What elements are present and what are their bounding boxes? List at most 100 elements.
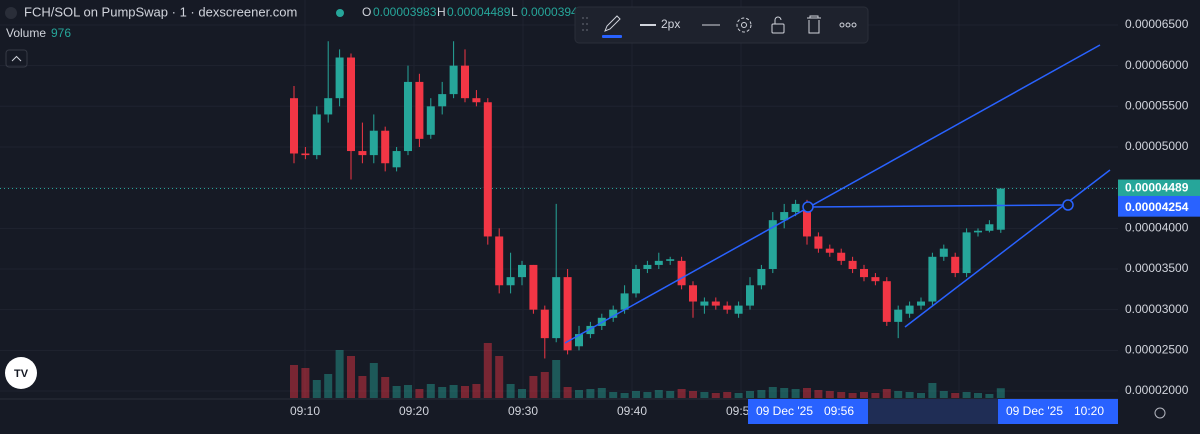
more-icon[interactable] [839, 22, 857, 28]
volume-bar [392, 386, 401, 398]
candle-body [632, 268, 640, 294]
candle-body [711, 301, 720, 306]
delete-icon[interactable] [807, 15, 821, 34]
candle-body [746, 285, 754, 306]
volume-bar [358, 376, 367, 398]
candle-body [552, 277, 561, 339]
candle-body [882, 281, 891, 322]
volume-bar [472, 384, 481, 398]
trend-line[interactable] [807, 204, 1069, 208]
y-tick-label: 0.00005000 [1125, 139, 1189, 153]
candle-body [415, 81, 424, 139]
grid [0, 0, 1118, 398]
volume-bar [643, 392, 652, 398]
drawing-toolbar: 2px [574, 6, 869, 44]
candle-body [324, 98, 333, 115]
candle-body [358, 151, 367, 156]
anchor-point[interactable] [802, 201, 814, 213]
volume-bar [301, 368, 310, 398]
candle-body [518, 264, 526, 278]
x-tick-label: 09:20 [399, 404, 429, 418]
crosshair-date: 09 Dec '25 [1006, 404, 1063, 418]
volume-bar [654, 390, 663, 398]
volume-bar [324, 374, 333, 398]
y-tick-label: 0.00003500 [1125, 261, 1189, 275]
candle-body [974, 230, 982, 233]
collapse-button[interactable] [5, 49, 28, 68]
volume-bar [837, 392, 846, 398]
volume-bar [757, 390, 766, 398]
candle-body [290, 98, 298, 154]
volume-bar [825, 391, 834, 398]
candle-body [575, 334, 583, 347]
pencil-icon[interactable] [604, 15, 621, 32]
line-width[interactable]: 2px [661, 17, 680, 31]
volume-bar [483, 343, 492, 398]
volume-bar [848, 393, 857, 398]
settings-icon[interactable] [736, 17, 752, 33]
volume-bar [381, 377, 390, 398]
candle-body [803, 203, 811, 237]
price-tag-label: 0.00004254 [1125, 200, 1189, 214]
crosshair-time: 10:20 [1074, 404, 1104, 418]
candle-body [677, 260, 686, 286]
lock-icon[interactable] [771, 23, 785, 34]
volume-bar [597, 388, 606, 398]
tv-logo[interactable] [5, 357, 37, 389]
volume-bar [700, 392, 709, 398]
volume-bar [768, 387, 777, 398]
candle-body [723, 305, 732, 310]
axis-bg [1118, 0, 1200, 434]
y-tick-label: 0.00006500 [1125, 17, 1189, 31]
candle-body [449, 65, 458, 95]
trend-line[interactable] [564, 44, 1101, 344]
volume-bar [905, 392, 914, 398]
volume-bar [951, 393, 960, 398]
volume-bar [939, 391, 948, 398]
volume-bar [312, 380, 321, 398]
crosshair-time: 09:56 [824, 404, 854, 418]
volume-bar [369, 363, 378, 398]
volume-bar [506, 384, 515, 398]
crosshair-tag [748, 399, 868, 424]
volume-bar [814, 390, 823, 398]
volume-bar [449, 385, 458, 398]
candle-body [917, 301, 925, 306]
volume-bar [996, 388, 1005, 398]
volume-bar [575, 390, 583, 398]
candle-body [347, 57, 355, 152]
candle-body [620, 293, 629, 310]
candle-body [426, 106, 435, 135]
legend-value: 0.00003944 [521, 5, 585, 19]
volume-bar [495, 356, 504, 398]
price-axis: 0.00006500 0.00006000 0.00005500 0.00005000… [1118, 0, 1200, 434]
volume-bar [677, 389, 686, 398]
candle-body [404, 81, 412, 152]
volume-bar [609, 392, 618, 398]
volume-bar [974, 393, 982, 398]
legend-value: 0.00003983 [373, 5, 437, 19]
volume-bar [689, 391, 697, 398]
symbol-icon [5, 7, 17, 19]
anchor-point[interactable] [1062, 199, 1074, 211]
volume-bar [917, 393, 925, 398]
volume-bar [928, 383, 937, 398]
candle-body [381, 130, 390, 164]
y-tick-label: 0.00002000 [1125, 383, 1189, 397]
candle-body [780, 212, 789, 221]
settings-icon[interactable] [1154, 407, 1166, 419]
drag-handle [582, 17, 588, 31]
legend-key: L [511, 5, 518, 19]
candle-body [461, 65, 469, 99]
candle-body [825, 248, 834, 253]
volume-bar [985, 394, 994, 398]
candle-body [928, 256, 937, 302]
volume-bar [586, 389, 595, 398]
trend-line[interactable] [904, 169, 1111, 328]
price-tag [1118, 198, 1200, 217]
lock-icon [774, 16, 782, 24]
candle-body [757, 268, 766, 286]
volume-bar [290, 365, 298, 398]
candle-body [643, 264, 652, 269]
volume-bar [518, 389, 526, 398]
